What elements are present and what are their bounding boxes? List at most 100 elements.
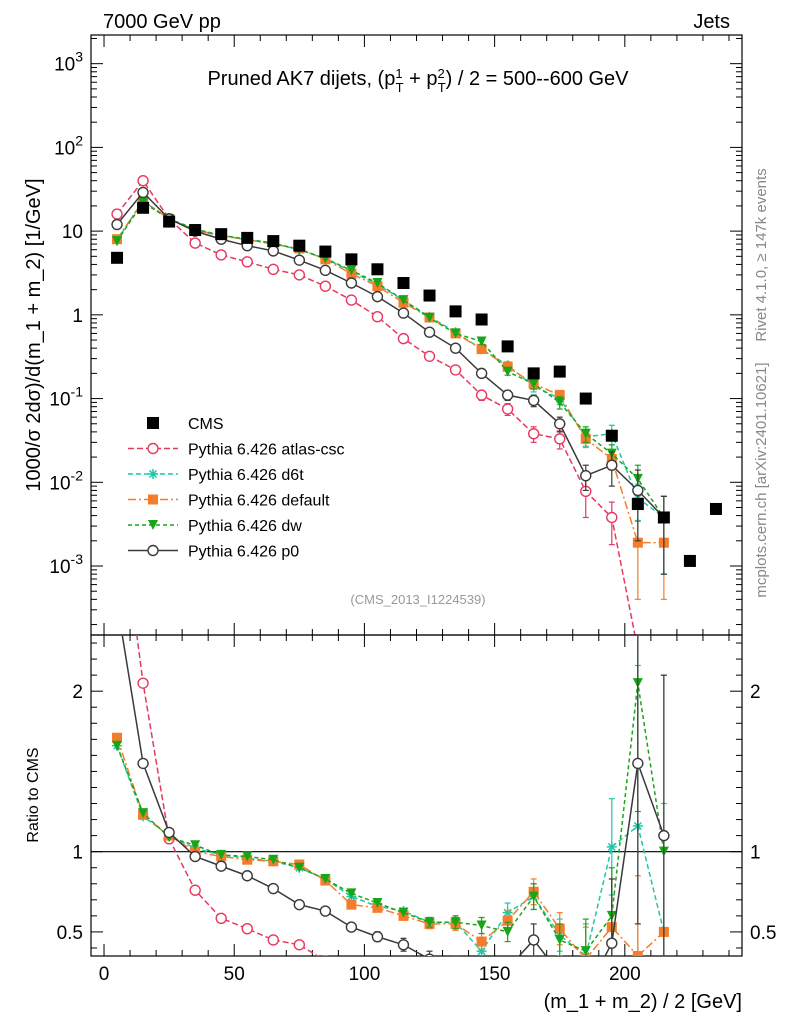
cms-data-point xyxy=(553,365,566,378)
main-series-line xyxy=(116,199,664,544)
main-data-point xyxy=(449,364,462,376)
main-data-point xyxy=(189,237,201,249)
main-data-point xyxy=(137,186,149,199)
x-axis-title: (m_1 + m_2) / 2 [GeV] xyxy=(544,991,742,1013)
cms-data-point xyxy=(709,502,722,515)
main-y-tick-label: 102 xyxy=(54,132,83,159)
ratio-data-point xyxy=(424,953,435,956)
main-data-point xyxy=(554,418,566,430)
main-data-point xyxy=(241,256,253,268)
x-tick-label: 100 xyxy=(349,964,381,985)
ratio-data-point xyxy=(241,923,253,935)
x-tick-label: 50 xyxy=(224,964,245,985)
ratio-data-point xyxy=(346,888,357,899)
main-data-point xyxy=(632,537,643,548)
main-data-point xyxy=(397,307,410,319)
analysis-watermark: (CMS_2013_I1224539) xyxy=(350,592,485,607)
cms-data-point xyxy=(449,305,462,318)
main-data-point xyxy=(319,280,332,292)
ratio-data-point xyxy=(189,884,201,896)
main-y-tick-label: 10 xyxy=(62,222,83,243)
mcplots-label: mcplots.cern.ch [arXiv:2401.10621] xyxy=(753,362,770,597)
main-data-point xyxy=(137,175,149,187)
x-tick-label: 150 xyxy=(479,964,511,985)
legend-label: Pythia 6.426 dw xyxy=(188,518,302,535)
legend-marker xyxy=(147,417,159,429)
tick-base: 10 xyxy=(49,473,70,494)
x-tick-label: 200 xyxy=(609,964,641,985)
ratio-data-point xyxy=(476,920,487,931)
tick-exponent: -2 xyxy=(71,467,84,483)
main-data-point xyxy=(554,397,565,408)
main-data-point xyxy=(501,403,514,415)
tick-exponent: 3 xyxy=(75,49,83,65)
cms-data-point xyxy=(683,554,696,567)
main-data-point xyxy=(293,254,306,266)
tick-exponent: -3 xyxy=(71,551,84,567)
ratio-data-point xyxy=(398,907,409,918)
ratio-y-ticks: 0.5 0.5 1 1 2 2 xyxy=(57,642,776,949)
ratio-data-point xyxy=(137,677,149,689)
ratio-data-point xyxy=(294,862,305,873)
cms-data-point xyxy=(267,235,280,248)
ratio-y-axis-title: Ratio to CMS xyxy=(25,747,42,842)
main-data-point xyxy=(371,311,384,323)
cms-data-point xyxy=(605,429,618,442)
ratio-data-point xyxy=(372,898,383,909)
title-sup-1: 1 xyxy=(395,66,402,81)
main-data-point xyxy=(475,389,488,401)
ratio-data-point xyxy=(267,882,279,895)
ratio-y-tick-label: 0.5 xyxy=(57,923,83,944)
ratio-data-point xyxy=(424,917,435,928)
main-data-point xyxy=(267,245,279,257)
tick-exponent: -1 xyxy=(71,384,84,400)
ratio-data-point xyxy=(268,854,279,865)
main-data-point xyxy=(345,294,358,306)
ratio-data-point xyxy=(502,915,513,926)
ratio-data-point xyxy=(215,860,227,872)
ratio-data-point xyxy=(241,870,253,882)
main-data-point xyxy=(293,269,306,281)
ratio-data-point xyxy=(554,934,565,945)
ratio-data-point xyxy=(580,946,591,956)
ratio-data-point xyxy=(319,905,332,917)
legend-marker xyxy=(147,442,159,455)
ratio-data-point xyxy=(397,939,410,951)
legend-label: Pythia 6.426 default xyxy=(188,493,330,510)
ratio-data-point xyxy=(215,912,227,924)
ratio-data-point xyxy=(242,851,253,862)
legend-label: Pythia 6.426 p0 xyxy=(188,544,299,561)
ratio-data-point xyxy=(267,934,279,946)
main-data-point xyxy=(580,469,592,482)
cms-data-point xyxy=(293,239,306,252)
main-data-point xyxy=(554,433,566,445)
ratio-data-point xyxy=(528,891,539,902)
legend-marker xyxy=(148,469,158,479)
legend-marker xyxy=(148,520,158,530)
ratio-data-point xyxy=(527,934,540,946)
legend-marker xyxy=(148,494,158,505)
legend-label: CMS xyxy=(188,416,224,433)
ratio-series-line xyxy=(121,635,665,956)
main-data-point xyxy=(112,236,123,247)
ratio-data-point xyxy=(137,757,149,770)
ratio-data-point xyxy=(138,808,149,819)
ratio-data-point xyxy=(216,849,227,860)
ratio-x-ticks: 0 50 100 150 200 xyxy=(99,635,730,985)
ratio-data-point xyxy=(606,937,618,949)
main-data-point xyxy=(527,428,540,440)
ratio-data-point xyxy=(320,873,331,884)
main-data-point xyxy=(449,342,462,354)
main-y-tick-label: 10-1 xyxy=(49,384,83,411)
ratio-series-group xyxy=(112,635,670,956)
ratio-data-point xyxy=(112,740,123,751)
main-data-point xyxy=(423,350,436,362)
main-series-line xyxy=(116,191,665,518)
ratio-series-line xyxy=(116,683,665,953)
ratio-panel: 0.5 0.5 1 1 2 2 0 50 100 150 200 Ratio to CMS (m_… xyxy=(25,634,776,1013)
main-y-tick-label: 103 xyxy=(54,49,83,76)
main-series-line xyxy=(116,179,636,635)
ratio-data-point xyxy=(450,917,461,928)
